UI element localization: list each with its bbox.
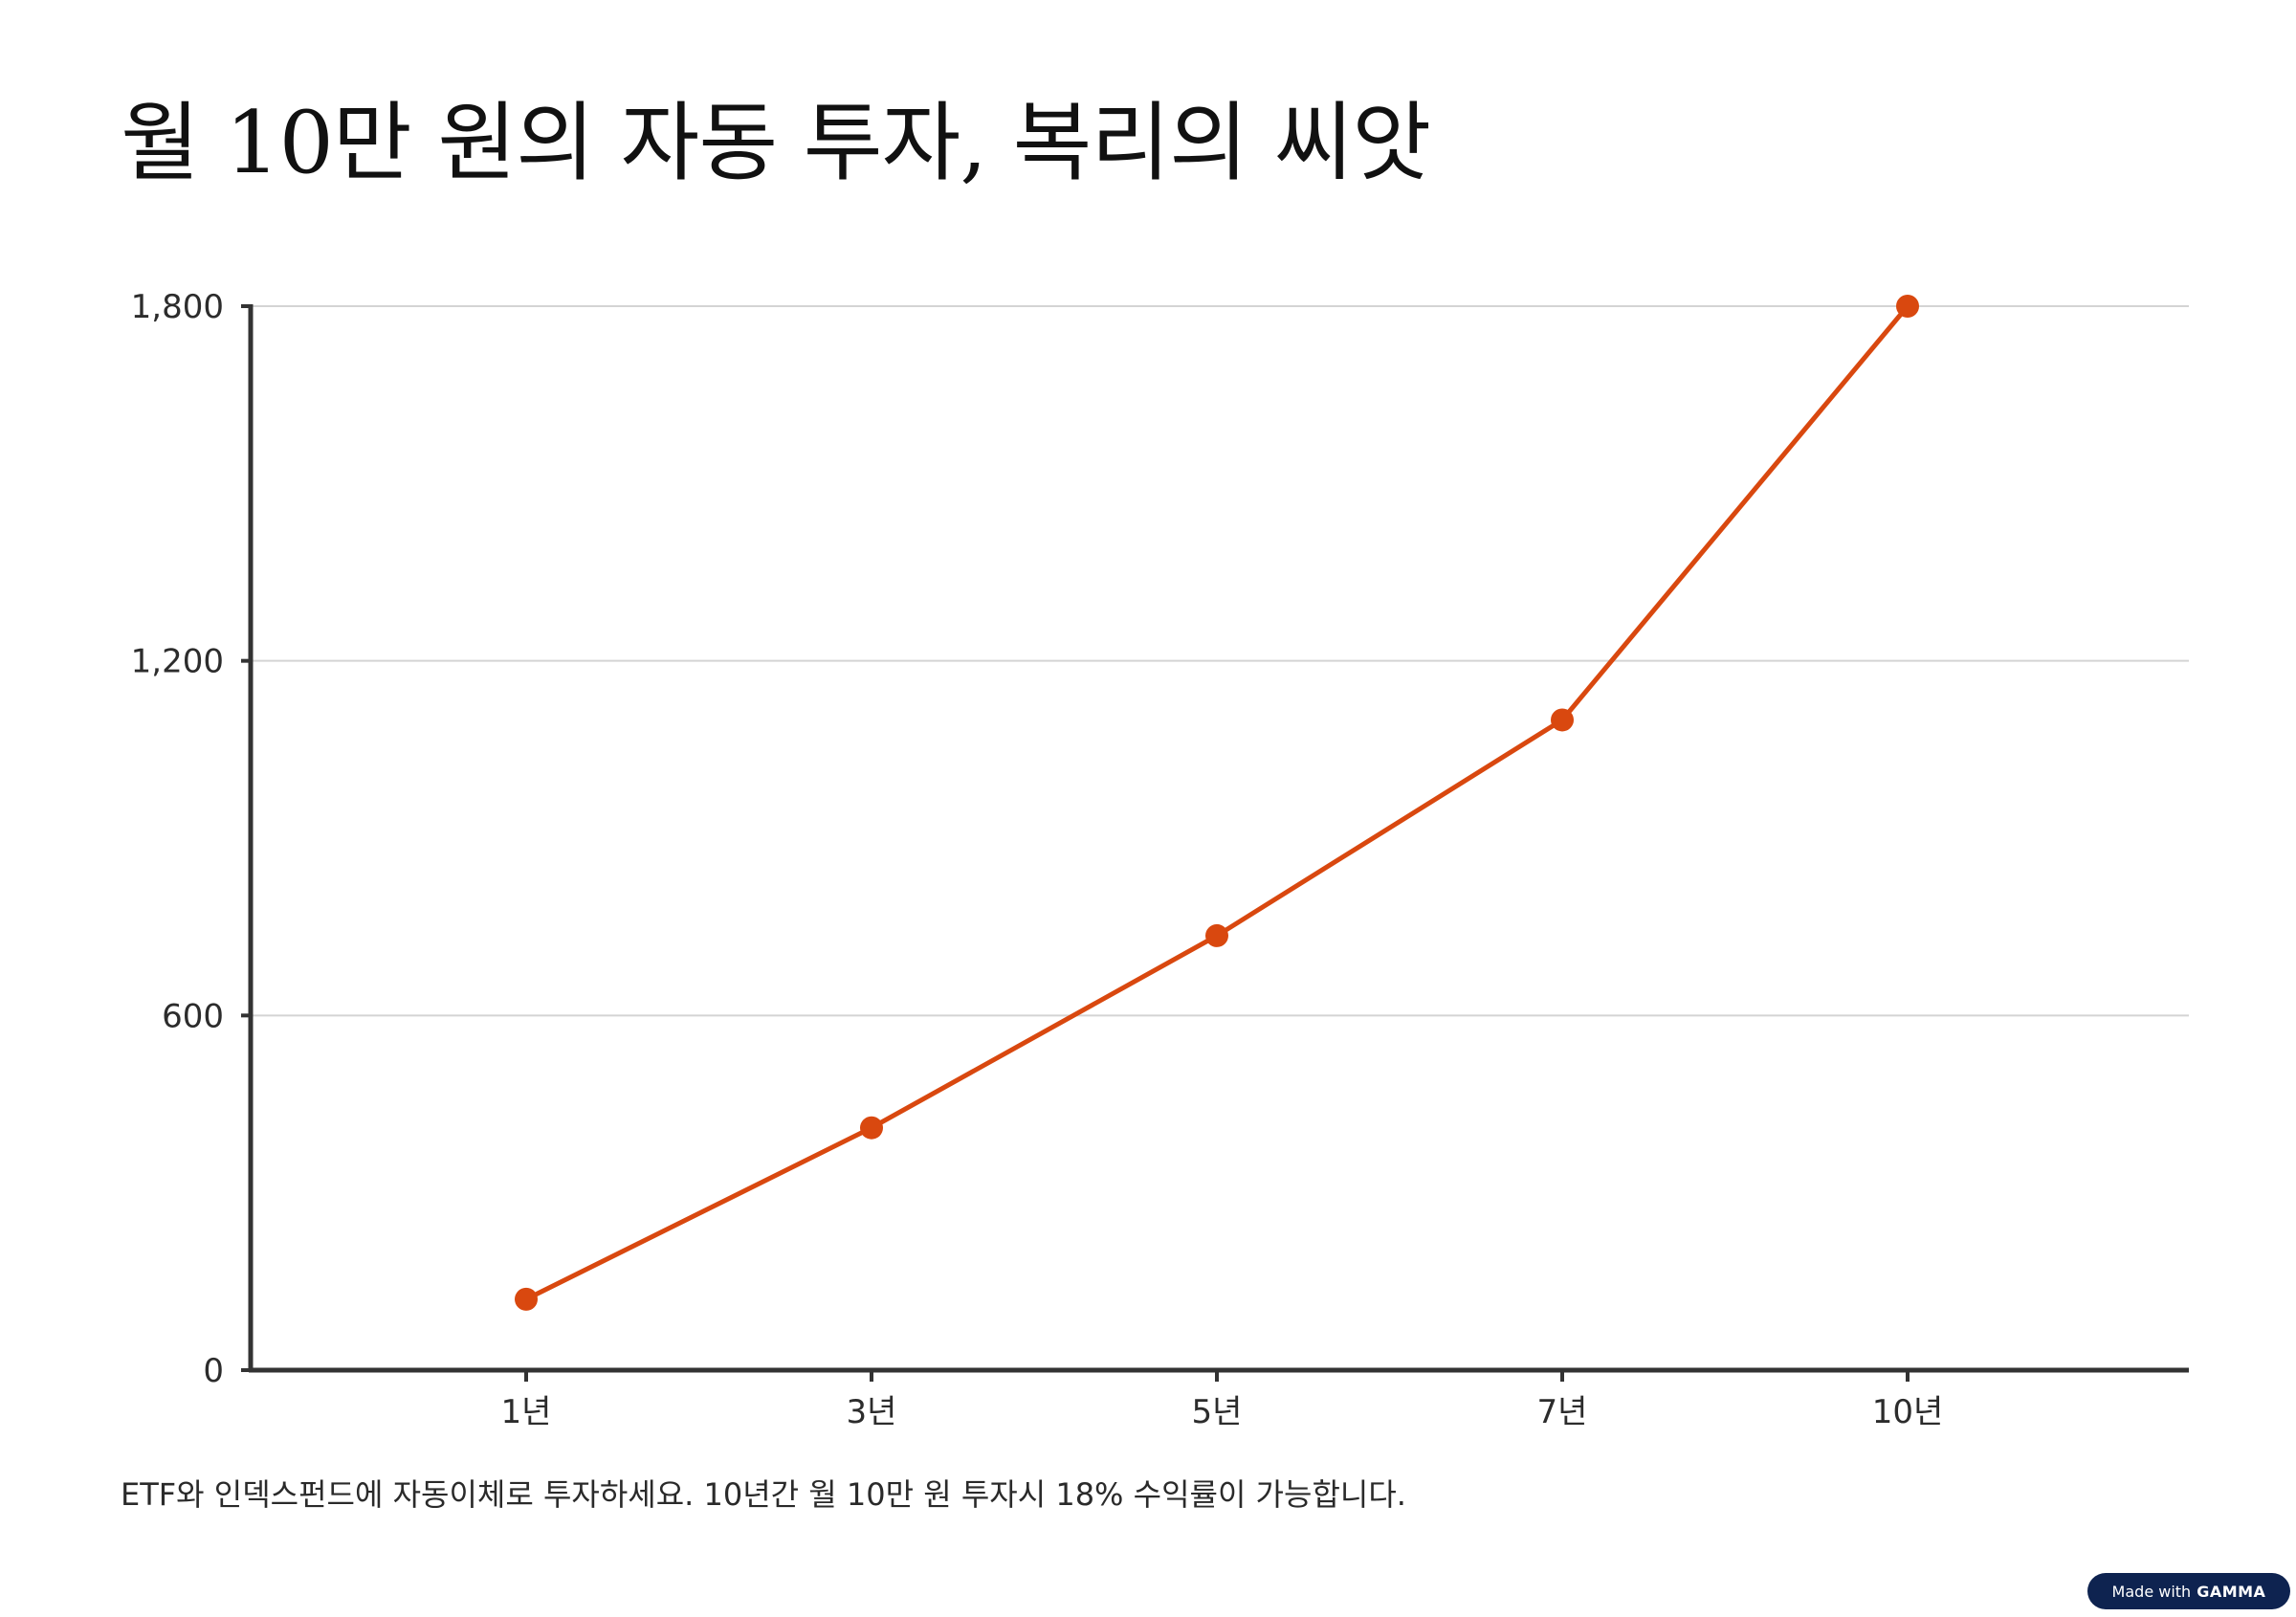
x-tick-label: 1년	[501, 1393, 552, 1431]
gridlines	[251, 305, 2189, 1017]
x-tick-label: 10년	[1872, 1393, 1944, 1431]
chart-caption: ETF와 인덱스펀드에 자동이체로 투자하세요. 10년간 월 10만 원 투자…	[121, 1476, 1406, 1513]
data-point[interactable]	[515, 1287, 538, 1311]
y-tick-label: 1,800	[131, 288, 224, 326]
y-tick-label: 0	[203, 1352, 224, 1390]
series-line	[523, 303, 1910, 1302]
gamma-logo: GAMMA	[2197, 1582, 2266, 1601]
axes	[241, 304, 2189, 1382]
badge-prefix: Made with	[2111, 1582, 2192, 1601]
x-tick-label: 5년	[1192, 1393, 1243, 1431]
data-point[interactable]	[1551, 708, 1574, 732]
data-points	[515, 295, 1919, 1311]
series-lines	[523, 303, 1910, 1302]
data-point[interactable]	[860, 1116, 883, 1140]
y-tick-label: 600	[162, 997, 224, 1035]
made-with-gamma-badge[interactable]: Made with GAMMA	[2087, 1573, 2290, 1609]
page-title: 월 10만 원의 자동 투자, 복리의 씨앗	[121, 93, 1431, 193]
data-point[interactable]	[1896, 295, 1919, 318]
x-tick-label: 7년	[1537, 1393, 1588, 1431]
tick-labels: 0 600 1,200 1,800 1년 3년 5년 7년 10년	[131, 288, 1944, 1431]
data-point[interactable]	[1205, 923, 1228, 947]
x-tick-label: 3년	[847, 1393, 897, 1431]
y-tick-label: 1,200	[131, 643, 224, 681]
